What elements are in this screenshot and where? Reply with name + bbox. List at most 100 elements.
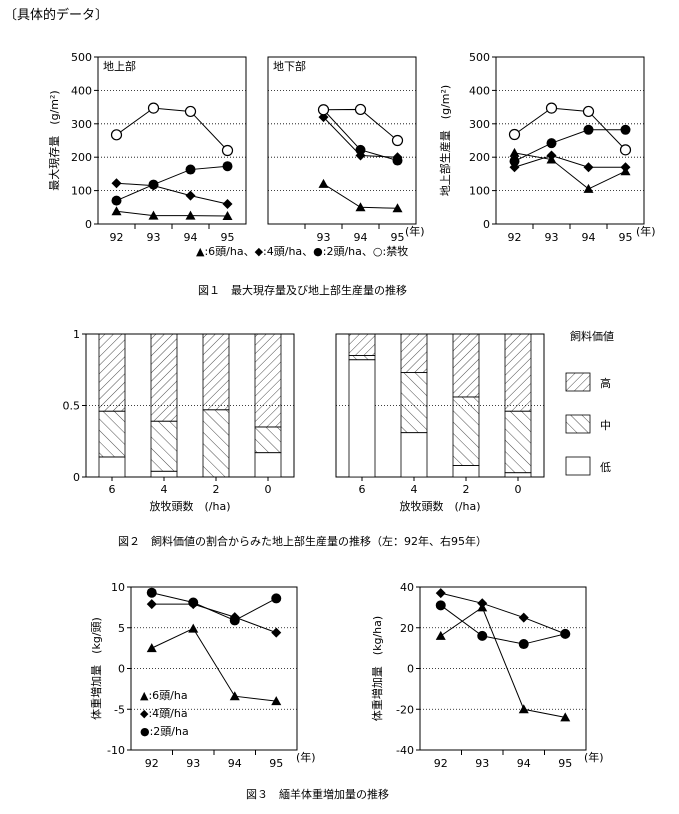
fig1-a-series-3-point-0 — [110, 129, 123, 141]
fig3-right-ylabel: 体重増加量 (kg/ha) — [370, 616, 384, 721]
fig1-c-ytick-label-0: 0 — [483, 218, 490, 231]
figure2-legend-swatch-2 — [565, 456, 591, 476]
fig1-c-series-0-line — [514, 152, 626, 190]
figure1-caption: 図１ 最大現存量及び地上部生産量の推移 — [198, 284, 407, 297]
fig1-c-ytick-label-3: 300 — [469, 118, 490, 131]
fig2-right-bar-3-seg-0 — [504, 472, 532, 478]
fig1-c-ylabel: 地上部生産量 (g/m²) — [438, 85, 452, 196]
fig2-left-xtick-label-3: 0 — [265, 483, 272, 496]
fig3-right-xtick-label-3: 95 — [558, 757, 572, 770]
fig1-a-series-3-point-2 — [184, 105, 197, 118]
figure3-caption: 図３ 緬羊体重増加量の推移 — [246, 788, 389, 801]
fig2-right-bar-2-seg-2 — [452, 333, 480, 398]
fig3-left-series-0-point-0 — [146, 643, 157, 653]
figure3-legend-item-0: ▲:6頭/ha — [140, 689, 188, 702]
fig1-a-ytick-label-5: 500 — [71, 51, 92, 64]
fig3-right-ytick-label-1: -20 — [396, 703, 414, 716]
figure3-legend-item-1: ◆:4頭/ha — [140, 707, 188, 720]
fig3-right-ytick-label-3: 20 — [400, 622, 414, 635]
fig3-right-xtick-label-2: 94 — [517, 757, 531, 770]
fig3-left-xtick-label-0: 92 — [145, 757, 159, 770]
fig1-a-series-2-line — [116, 165, 228, 202]
fig1-c-series-3-point-3 — [619, 144, 632, 156]
fig1-b-series-2-point-2 — [392, 155, 403, 166]
figure3-legend-item-2: ●:2頭/ha — [140, 725, 189, 738]
fig1-a-series-0-point-1 — [148, 210, 159, 220]
figure2-xlabel-left: 放牧頭数 (/ha) — [149, 499, 230, 513]
fig1-b-series-0-point-2 — [392, 203, 403, 213]
fig2-right-bar-1-seg-2 — [400, 333, 428, 374]
figure1-legend: ▲:6頭/ha、◆:4頭/ha、●:2頭/ha、○:禁牧 — [196, 245, 409, 258]
figure2-legend-label-0: 高 — [600, 376, 611, 390]
fig1-c-series-3-point-0 — [508, 128, 521, 141]
fig1-c-xtick-label-3: 95 — [619, 231, 633, 244]
fig1-b-subtitle: 地下部 — [273, 59, 306, 73]
fig2-left-bar-3-seg-0 — [254, 452, 282, 478]
fig2-right-bar-0-seg-2 — [348, 333, 376, 356]
fig1-c-series-3-point-1 — [545, 102, 558, 114]
fig1-b-series-0-point-1 — [355, 202, 366, 212]
fig2-left-bar-1-seg-0 — [150, 470, 178, 478]
fig1-a-xtick-label-1: 93 — [147, 231, 161, 244]
fig3-left-ytick-label-0: -10 — [107, 744, 125, 757]
fig2-right-bar-3-seg-2 — [504, 333, 532, 412]
fig2-right-bar-0-seg-1 — [348, 355, 376, 361]
fig1-c-series-1-point-2 — [583, 162, 594, 173]
figure3-charts: -10 -5 0 5 10 92 93 94 95 体重増加量 (kg/頭) -40 -20 0 20 40… — [89, 581, 604, 770]
figure2-legend-label-1: 中 — [600, 419, 611, 432]
fig3-left-series-2-point-3 — [271, 593, 282, 604]
fig1-a-series-1-line — [116, 182, 228, 205]
fig3-left-xtick-label-1: 93 — [186, 757, 200, 770]
fig2-right-xtick-label-2: 2 — [463, 483, 470, 496]
fig2-right-bar-1-seg-1 — [400, 372, 428, 434]
fig1-c-series-2-line — [514, 129, 626, 162]
fig1-c-ytick-label-4: 400 — [469, 84, 490, 97]
fig3-left-series-1-point-3 — [271, 627, 282, 638]
fig1-a-series-3-line — [116, 107, 228, 151]
fig1-c-ytick-label-2: 200 — [469, 151, 490, 164]
fig3-right-series-0-point-0 — [435, 630, 446, 640]
fig2-left-bar-1-seg-2 — [150, 333, 178, 422]
fig3-left-series-0-point-2 — [229, 691, 240, 701]
fig2-right-bar-3-seg-1 — [504, 410, 532, 474]
fig1-b-series-3-point-1 — [354, 103, 367, 116]
fig1-a-series-2-point-2 — [185, 164, 196, 175]
fig2-right-xtick-label-1: 4 — [411, 483, 418, 496]
section-header: 〔具体的データ〕 — [4, 8, 109, 23]
fig1-a-ytick-label-1: 100 — [71, 185, 92, 198]
fig2-left-bar-0-seg-1 — [98, 410, 126, 458]
fig3-left-series-2-point-2 — [229, 615, 240, 626]
fig1-a-series-2-point-0 — [111, 195, 122, 206]
fig1-a-xtick-label-0: 92 — [110, 231, 124, 244]
fig1-a-series-0-point-0 — [111, 206, 122, 216]
fig1-a-series-2-point-1 — [148, 179, 159, 190]
fig3-left-ytick-label-4: 10 — [111, 581, 125, 594]
fig2-right-bar-1-seg-0 — [400, 432, 428, 478]
fig3-left-series-2-point-0 — [146, 587, 157, 598]
fig2-right-xtick-label-3: 0 — [515, 483, 522, 496]
fig2-left-bar-2-seg-1 — [202, 409, 230, 478]
fig3-right-series-2-point-3 — [560, 628, 571, 639]
fig3-right-series-2-point-2 — [518, 639, 529, 650]
fig3-right-series-0-line — [440, 606, 566, 718]
fig1-b-xtick-label-0: 93 — [317, 231, 331, 244]
fig3-right-series-0-point-3 — [560, 712, 571, 722]
fig1-b-series-3-point-0 — [317, 104, 330, 116]
fig3-left-xtick-label-3: 95 — [269, 757, 283, 770]
fig3-right-ytick-label-4: 40 — [400, 581, 414, 594]
fig1-a-series-3-point-1 — [147, 102, 160, 114]
figure2-xlabel-right: 放牧頭数 (/ha) — [399, 499, 480, 513]
fig1-a-subtitle: 地上部 — [103, 59, 136, 73]
fig1-a-series-0-line — [116, 210, 228, 217]
fig2-left-bar-1-seg-1 — [150, 420, 178, 472]
fig1-b-series-3-point-2 — [391, 134, 404, 147]
fig1-c-series-2-point-3 — [620, 124, 631, 135]
figure3-year-unit-left: (年) — [296, 750, 316, 764]
fig3-right-series-1-point-0 — [435, 588, 446, 599]
fig1-a-series-0-point-2 — [185, 210, 196, 220]
fig3-left-ylabel: 体重増加量 (kg/頭) — [89, 617, 103, 720]
fig1-b-series-0-point-0 — [318, 178, 329, 188]
fig2-right-xtick-label-0: 6 — [359, 483, 366, 496]
